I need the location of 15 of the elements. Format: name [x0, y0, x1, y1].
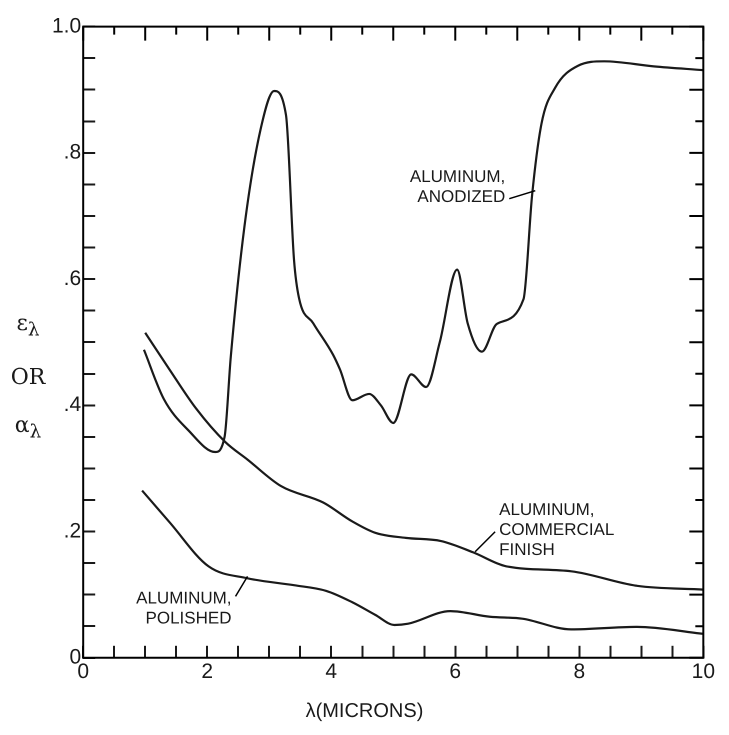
annotation: ALUMINUM, POLISHED: [136, 588, 232, 628]
y-tick-label: .8: [64, 140, 82, 164]
x-tick-label: 10: [692, 660, 715, 684]
annotation: ALUMINUM, COMMERCIAL FINISH: [499, 500, 614, 559]
x-axis-title: λ(MICRONS): [304, 700, 424, 723]
y-tick-label: .2: [64, 519, 82, 542]
x-tick-label: 4: [325, 660, 338, 684]
y-tick-label: 1.0: [52, 14, 82, 38]
text: ε$_{λ}$ OR α$_{λ}$: [10, 311, 46, 443]
x-tick-label: 6: [449, 660, 462, 684]
y-tick-label: .6: [64, 266, 82, 290]
x-tick-label: 2: [201, 660, 214, 684]
y-tick-label: .4: [64, 393, 82, 416]
annotation: ALUMINUM, ANODIZED: [410, 166, 506, 206]
x-tick-label: 8: [573, 660, 586, 684]
